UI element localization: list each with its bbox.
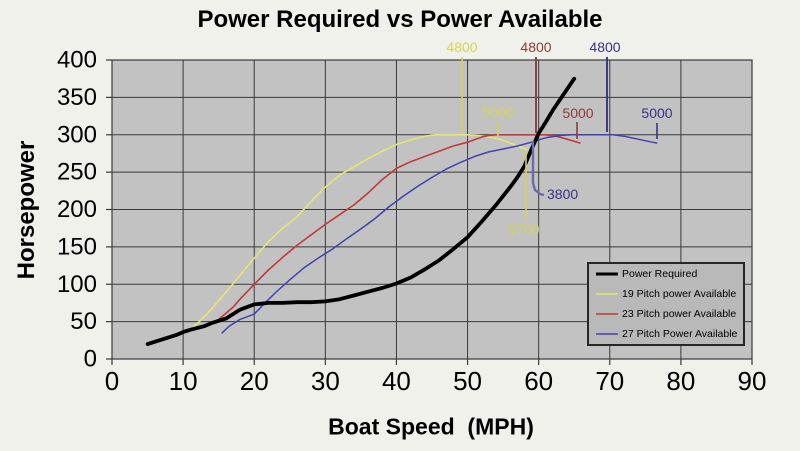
annotation-label-19-pitch-power-available-5700: 5700 — [508, 221, 539, 237]
y-tick-label: 400 — [57, 47, 97, 74]
annotation-label-27-pitch-power-available-4800: 4800 — [589, 39, 620, 55]
x-tick-label: 90 — [738, 366, 767, 396]
chart-title: Power Required vs Power Available — [197, 6, 603, 33]
series-line-power-required — [145, 76, 577, 347]
x-tick-label: 80 — [666, 366, 695, 396]
y-tick-label: 50 — [70, 308, 97, 335]
legend-label-27-pitch-power-available: 27 Pitch Power Available — [622, 328, 738, 340]
x-tick-label: 40 — [382, 366, 411, 396]
annotation-label-27-pitch-power-available-3800: 3800 — [547, 186, 578, 202]
y-tick-label: 250 — [57, 159, 97, 186]
legend-label-power-required: Power Required — [622, 268, 697, 280]
y-tick-label: 300 — [57, 121, 97, 148]
annotation-leader-27-pitch-power-available-3800 — [531, 141, 545, 197]
legend-box — [587, 262, 745, 346]
x-tick-label: 60 — [524, 366, 553, 396]
annotation-label-27-pitch-power-available-5000: 5000 — [641, 105, 672, 121]
x-tick-label: 50 — [453, 366, 482, 396]
annotation-label-23-pitch-power-available-5000: 5000 — [562, 105, 593, 121]
x-tick-label: 30 — [311, 366, 340, 396]
x-tick-label: 0 — [105, 366, 119, 396]
y-tick-label: 350 — [57, 84, 97, 111]
x-tick-label: 10 — [169, 366, 198, 396]
legend-label-19-pitch-power-available: 19 Pitch power Available — [622, 288, 736, 300]
x-tick-label: 20 — [240, 366, 269, 396]
x-tick-label: 70 — [595, 366, 624, 396]
y-tick-label: 100 — [57, 271, 97, 298]
y-tick-label: 150 — [57, 233, 97, 260]
annotation-label-23-pitch-power-available-4800: 4800 — [520, 39, 551, 55]
y-tick-label: 0 — [84, 346, 97, 373]
x-axis-title: Boat Speed (MPH) — [328, 413, 534, 440]
annotation-label-19-pitch-power-available-4800: 4800 — [446, 39, 477, 55]
series-line-23-pitch-power-available — [209, 134, 581, 325]
plot-border — [111, 59, 753, 360]
legend-label-23-pitch-power-available: 23 Pitch power Available — [622, 308, 736, 320]
series-line-27-pitch-power-available — [221, 134, 658, 334]
y-tick-label: 200 — [57, 196, 97, 223]
annotation-label-19-pitch-power-available-5000: 5000 — [482, 104, 513, 120]
